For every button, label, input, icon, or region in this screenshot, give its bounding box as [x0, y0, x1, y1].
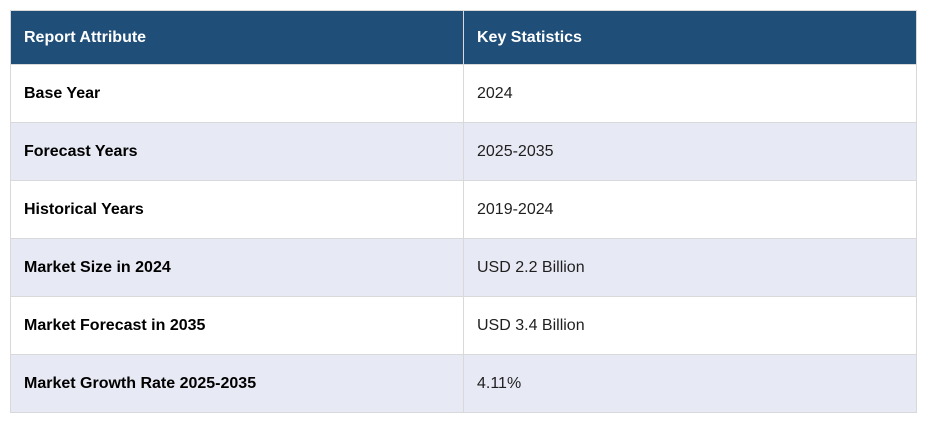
- table-row: Market Forecast in 2035 USD 3.4 Billion: [10, 296, 917, 355]
- row-attribute: Market Forecast in 2035: [10, 296, 464, 355]
- column-header-key-statistics: Key Statistics: [463, 10, 917, 65]
- row-attribute: Forecast Years: [10, 122, 464, 181]
- row-value: USD 3.4 Billion: [463, 296, 917, 355]
- header-row: Report Attribute Key Statistics: [10, 10, 917, 65]
- row-value: 2024: [463, 64, 917, 123]
- table-body: Base Year 2024 Forecast Years 2025-2035 …: [10, 64, 917, 413]
- column-header-report-attribute: Report Attribute: [10, 10, 464, 65]
- row-attribute: Base Year: [10, 64, 464, 123]
- table-row: Base Year 2024: [10, 64, 917, 123]
- table-row: Market Size in 2024 USD 2.2 Billion: [10, 238, 917, 297]
- row-value: 4.11%: [463, 354, 917, 413]
- table-header: Report Attribute Key Statistics: [10, 10, 917, 65]
- row-attribute: Market Growth Rate 2025-2035: [10, 354, 464, 413]
- row-value: 2019-2024: [463, 180, 917, 239]
- table-row: Forecast Years 2025-2035: [10, 122, 917, 181]
- row-attribute: Historical Years: [10, 180, 464, 239]
- table-row: Market Growth Rate 2025-2035 4.11%: [10, 354, 917, 413]
- report-statistics-table: Report Attribute Key Statistics Base Yea…: [10, 10, 917, 413]
- table-row: Historical Years 2019-2024: [10, 180, 917, 239]
- row-value: USD 2.2 Billion: [463, 238, 917, 297]
- row-value: 2025-2035: [463, 122, 917, 181]
- row-attribute: Market Size in 2024: [10, 238, 464, 297]
